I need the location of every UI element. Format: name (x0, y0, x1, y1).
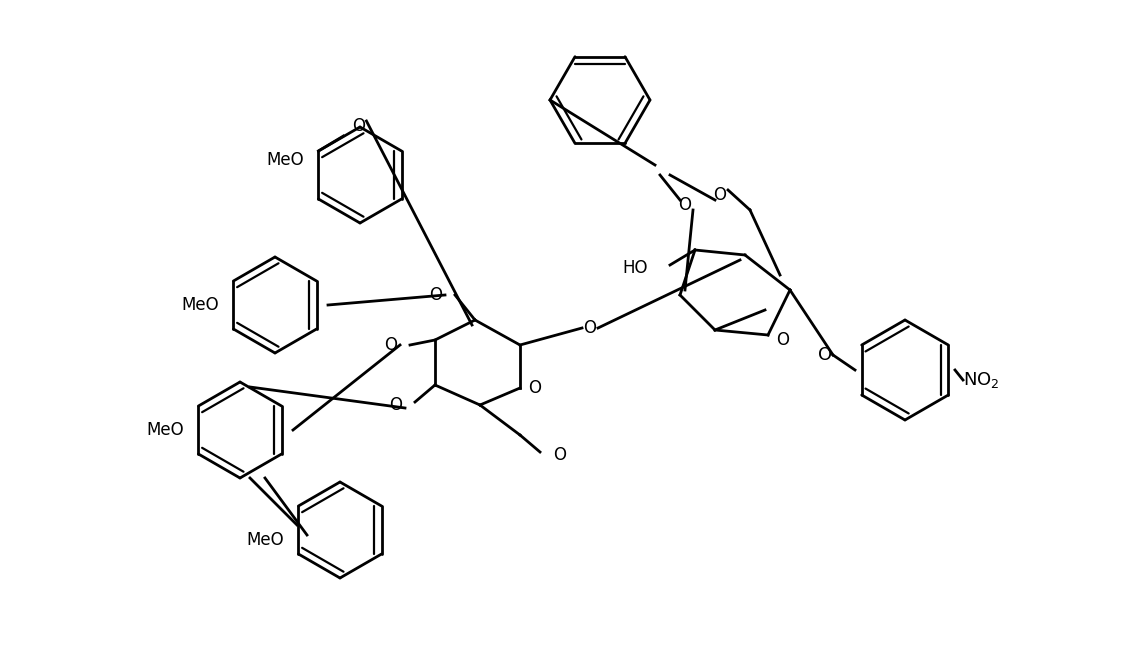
Text: O: O (553, 446, 566, 464)
Text: O: O (389, 396, 401, 414)
Text: O: O (584, 319, 596, 337)
Text: O: O (429, 286, 442, 304)
Text: HO: HO (623, 259, 648, 277)
Text: NO$_2$: NO$_2$ (963, 370, 999, 390)
Text: O: O (713, 186, 727, 204)
Text: O: O (678, 196, 692, 214)
Text: MeO: MeO (246, 531, 284, 549)
Text: O: O (776, 331, 789, 349)
Text: O: O (352, 117, 365, 135)
Text: O: O (528, 379, 541, 397)
Text: MeO: MeO (266, 151, 304, 169)
Text: O: O (384, 336, 397, 354)
Text: MeO: MeO (146, 421, 184, 439)
Text: MeO: MeO (181, 296, 219, 314)
Text: O: O (818, 346, 832, 364)
